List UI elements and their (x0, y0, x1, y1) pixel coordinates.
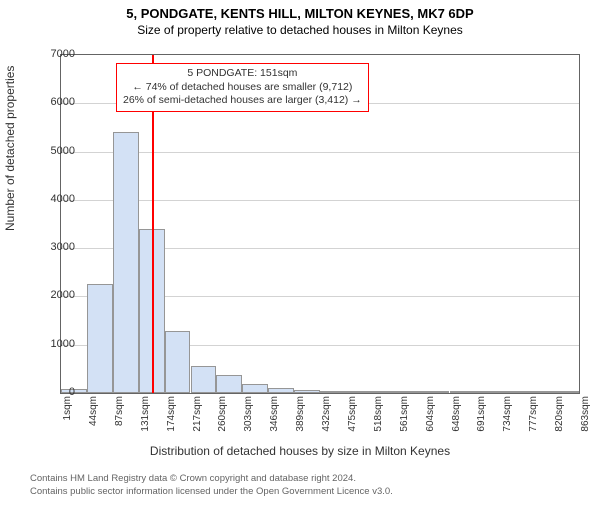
annotation-line-1: 5 PONDGATE: 151sqm (123, 67, 362, 81)
x-tick-label: 734sqm (502, 396, 513, 436)
chart-container: 5, PONDGATE, KENTS HILL, MILTON KEYNES, … (0, 6, 600, 506)
x-tick-label: 604sqm (425, 396, 436, 436)
x-tick-label: 1sqm (62, 396, 73, 436)
histogram-bar (398, 391, 424, 393)
x-tick-label: 691sqm (476, 396, 487, 436)
histogram-bar (165, 331, 191, 393)
histogram-bar (501, 391, 527, 393)
histogram-bar (450, 391, 476, 393)
y-axis-label: Number of detached properties (3, 66, 17, 231)
x-tick-label: 475sqm (347, 396, 358, 436)
histogram-bar (191, 366, 217, 393)
grid-line (61, 152, 579, 153)
x-tick-label: 518sqm (373, 396, 384, 436)
annotation-line-3: 26% of semi-detached houses are larger (… (123, 94, 362, 108)
histogram-bar (553, 391, 579, 393)
histogram-bar (242, 384, 268, 393)
x-tick-label: 863sqm (580, 396, 591, 436)
y-tick-label: 3000 (51, 241, 75, 253)
y-tick-label: 5000 (51, 145, 75, 157)
y-tick-label: 1000 (51, 338, 75, 350)
plot-area: 5 PONDGATE: 151sqm← 74% of detached hous… (60, 54, 580, 394)
annotation-line-2: ← 74% of detached houses are smaller (9,… (123, 81, 362, 95)
histogram-bar (87, 284, 113, 393)
histogram-bar (346, 391, 372, 393)
x-tick-label: 346sqm (269, 396, 280, 436)
x-tick-label: 820sqm (554, 396, 565, 436)
x-tick-label: 44sqm (88, 396, 99, 436)
y-tick-label: 2000 (51, 289, 75, 301)
x-tick-label: 432sqm (321, 396, 332, 436)
x-tick-label: 777sqm (528, 396, 539, 436)
annotation-box: 5 PONDGATE: 151sqm← 74% of detached hous… (116, 63, 369, 112)
histogram-bar (268, 388, 294, 393)
y-tick-label: 4000 (51, 193, 75, 205)
histogram-bar (294, 390, 320, 393)
histogram-bar (372, 391, 398, 393)
histogram-bar (320, 391, 346, 393)
x-tick-label: 131sqm (140, 396, 151, 436)
histogram-bar (113, 132, 139, 393)
histogram-bar (424, 391, 450, 393)
chart-subtitle: Size of property relative to detached ho… (0, 23, 600, 37)
x-tick-label: 217sqm (192, 396, 203, 436)
x-tick-label: 174sqm (166, 396, 177, 436)
x-tick-label: 303sqm (243, 396, 254, 436)
y-tick-label: 7000 (51, 48, 75, 60)
footer-line-1: Contains HM Land Registry data © Crown c… (30, 473, 393, 485)
chart-title: 5, PONDGATE, KENTS HILL, MILTON KEYNES, … (0, 6, 600, 21)
x-tick-label: 648sqm (451, 396, 462, 436)
histogram-bar (475, 391, 501, 393)
footer-line-2: Contains public sector information licen… (30, 486, 393, 498)
y-tick-label: 6000 (51, 96, 75, 108)
x-axis-label: Distribution of detached houses by size … (0, 444, 600, 458)
grid-line (61, 200, 579, 201)
histogram-bar (216, 375, 242, 393)
x-tick-label: 87sqm (114, 396, 125, 436)
histogram-bar (527, 391, 553, 393)
footer-text: Contains HM Land Registry data © Crown c… (30, 473, 393, 498)
x-tick-label: 260sqm (217, 396, 228, 436)
x-tick-label: 389sqm (295, 396, 306, 436)
x-tick-label: 561sqm (399, 396, 410, 436)
